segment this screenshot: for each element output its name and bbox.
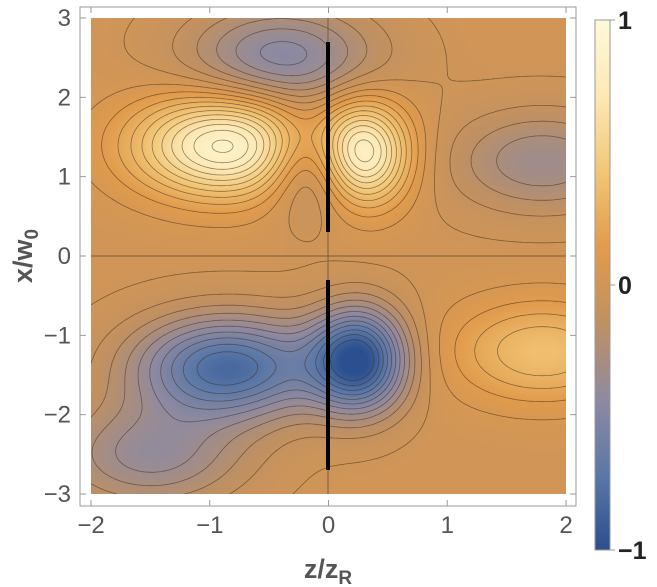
contour-line xyxy=(91,18,566,494)
y-tick-label: 1 xyxy=(58,164,71,191)
contour-line xyxy=(160,315,397,410)
x-tick-label: −2 xyxy=(77,512,104,539)
x-axis-label-main: z/z xyxy=(304,554,339,584)
contour-line xyxy=(130,101,566,377)
heatmap-layer xyxy=(91,18,566,494)
colorbar xyxy=(594,19,611,551)
contour-line xyxy=(196,329,384,391)
x-tick-label: 0 xyxy=(322,512,335,539)
y-tick-label: 0 xyxy=(58,243,71,270)
x-tick-label: 1 xyxy=(441,512,454,539)
contour-line xyxy=(181,123,382,171)
contour-line xyxy=(171,119,388,178)
contour-line xyxy=(115,28,405,473)
y-tick-label: 3 xyxy=(58,5,71,32)
y-tick-label: −1 xyxy=(44,322,71,349)
contour-line xyxy=(149,41,401,423)
contour-line xyxy=(101,91,566,403)
colorbar-ticks: −1 0 1 xyxy=(610,7,647,565)
contour-lines xyxy=(91,18,566,494)
y-axis-label-main: x/w xyxy=(8,239,38,284)
y-axis-ticks: −3 −2 −1 0 1 2 3 xyxy=(44,5,576,508)
contour-line xyxy=(151,110,397,189)
contour-line xyxy=(91,18,566,487)
x-tick-label: −1 xyxy=(196,512,223,539)
y-tick-label: 2 xyxy=(58,84,71,111)
contour-line xyxy=(330,339,375,381)
contour-line xyxy=(91,18,566,494)
x-tick-label: 2 xyxy=(559,512,572,539)
contour-line xyxy=(211,139,234,153)
x-axis-label-subscript: R xyxy=(338,568,352,587)
contour-line xyxy=(193,129,375,164)
colorbar-tick-label: −1 xyxy=(618,537,647,565)
contour-line xyxy=(141,105,402,195)
colorbar-tick-label: 0 xyxy=(618,272,632,300)
x-axis-ticks: −2 −1 0 1 2 xyxy=(77,7,573,539)
y-tick-label: −3 xyxy=(44,481,71,508)
contour-line xyxy=(91,18,566,494)
y-tick-label: −2 xyxy=(44,402,71,429)
y-axis-label: x/w0 xyxy=(8,229,43,283)
contour-line xyxy=(161,114,393,184)
y-axis-label-subscript: 0 xyxy=(22,229,43,240)
x-axis-label: z/zR xyxy=(304,554,353,587)
colorbar-tick-label: 1 xyxy=(618,7,632,35)
